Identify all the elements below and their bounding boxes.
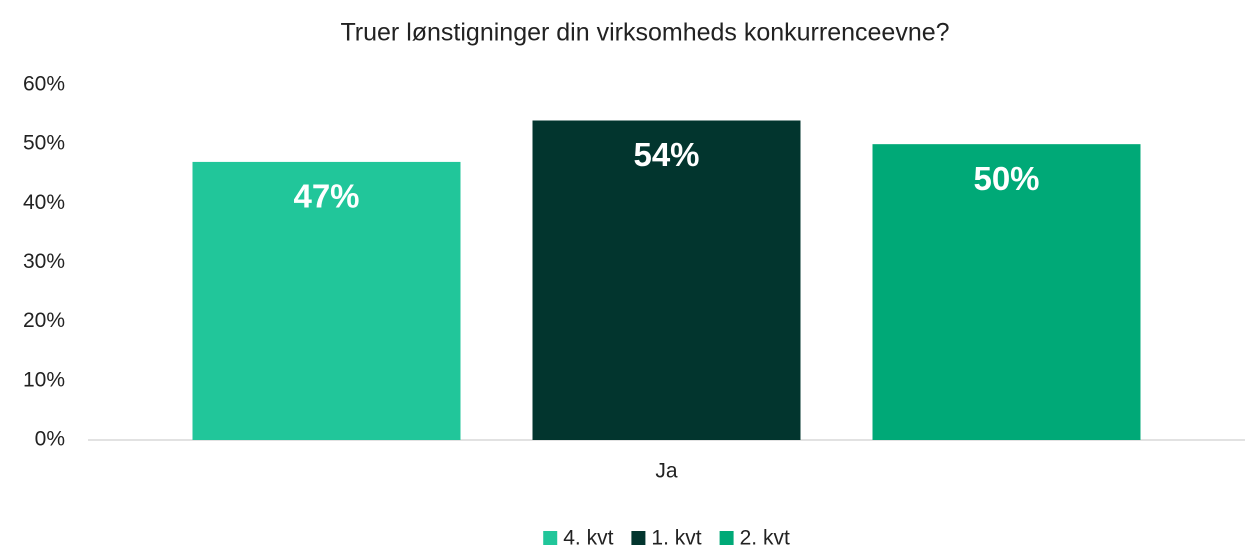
data-label: 54% [633, 136, 699, 173]
chart-title: Truer lønstigninger din virksomheds konk… [340, 19, 949, 47]
bar [532, 120, 801, 440]
y-tick-label: 0% [35, 428, 65, 451]
legend-swatch [719, 531, 734, 545]
legend-label: 1. kvt [651, 527, 701, 550]
y-tick-label: 30% [23, 250, 65, 273]
y-tick-label: 60% [23, 73, 65, 96]
y-tick-label: 50% [23, 132, 65, 155]
legend-swatch [543, 531, 558, 545]
data-label: 50% [973, 160, 1039, 197]
y-tick-label: 10% [23, 368, 65, 391]
bar [872, 144, 1141, 440]
data-label: 47% [293, 178, 359, 215]
y-tick-label: 20% [23, 309, 65, 332]
legend-label: 4. kvt [563, 527, 613, 550]
bar [192, 161, 461, 440]
legend-label: 2. kvt [740, 527, 790, 550]
legend-swatch [631, 531, 646, 545]
y-tick-label: 40% [23, 191, 65, 214]
x-tick-label: Ja [655, 460, 678, 483]
